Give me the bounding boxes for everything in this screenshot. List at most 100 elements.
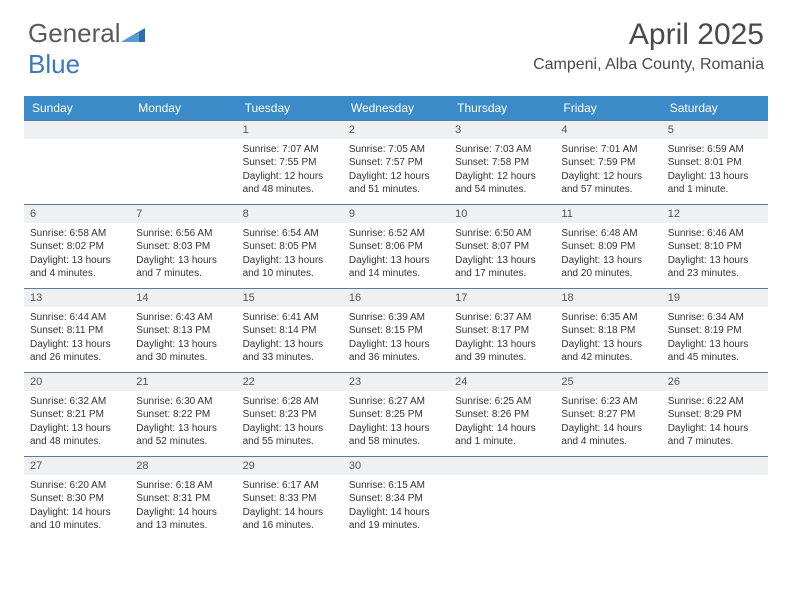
day-number: 2 — [343, 121, 449, 139]
sunrise-line: Sunrise: 6:30 AM — [136, 395, 230, 408]
day-content: Sunrise: 6:23 AMSunset: 8:27 PMDaylight:… — [555, 391, 661, 453]
calendar-day-cell: 26Sunrise: 6:22 AMSunset: 8:29 PMDayligh… — [662, 372, 768, 456]
day-content: Sunrise: 6:27 AMSunset: 8:25 PMDaylight:… — [343, 391, 449, 453]
calendar-day-cell: 20Sunrise: 6:32 AMSunset: 8:21 PMDayligh… — [24, 372, 130, 456]
daylight-line: Daylight: 12 hours and 57 minutes. — [561, 170, 655, 196]
sunset-line: Sunset: 8:19 PM — [668, 324, 762, 337]
logo-text-general: General — [28, 18, 121, 48]
sunrise-line: Sunrise: 6:58 AM — [30, 227, 124, 240]
day-content: Sunrise: 6:22 AMSunset: 8:29 PMDaylight:… — [662, 391, 768, 453]
daylight-line: Daylight: 13 hours and 30 minutes. — [136, 338, 230, 364]
daylight-line: Daylight: 14 hours and 13 minutes. — [136, 506, 230, 532]
calendar-day-cell: 15Sunrise: 6:41 AMSunset: 8:14 PMDayligh… — [237, 288, 343, 372]
calendar-empty-cell — [555, 456, 661, 540]
daylight-line: Daylight: 14 hours and 1 minute. — [455, 422, 549, 448]
sunset-line: Sunset: 8:21 PM — [30, 408, 124, 421]
day-number: 20 — [24, 373, 130, 391]
sunrise-line: Sunrise: 6:34 AM — [668, 311, 762, 324]
calendar-day-cell: 12Sunrise: 6:46 AMSunset: 8:10 PMDayligh… — [662, 204, 768, 288]
calendar-day-cell: 2Sunrise: 7:05 AMSunset: 7:57 PMDaylight… — [343, 120, 449, 204]
sunrise-line: Sunrise: 6:59 AM — [668, 143, 762, 156]
daylight-line: Daylight: 12 hours and 48 minutes. — [243, 170, 337, 196]
calendar-day-cell: 28Sunrise: 6:18 AMSunset: 8:31 PMDayligh… — [130, 456, 236, 540]
day-number: 23 — [343, 373, 449, 391]
sunset-line: Sunset: 8:07 PM — [455, 240, 549, 253]
sunset-line: Sunset: 8:05 PM — [243, 240, 337, 253]
day-content: Sunrise: 6:35 AMSunset: 8:18 PMDaylight:… — [555, 307, 661, 369]
day-content: Sunrise: 6:52 AMSunset: 8:06 PMDaylight:… — [343, 223, 449, 285]
day-number: 6 — [24, 205, 130, 223]
day-number: 12 — [662, 205, 768, 223]
calendar-empty-cell — [449, 456, 555, 540]
sunrise-line: Sunrise: 6:56 AM — [136, 227, 230, 240]
calendar-header-cell: Friday — [555, 96, 661, 120]
sunrise-line: Sunrise: 6:20 AM — [30, 479, 124, 492]
daylight-line: Daylight: 14 hours and 10 minutes. — [30, 506, 124, 532]
day-number: 4 — [555, 121, 661, 139]
calendar-day-cell: 23Sunrise: 6:27 AMSunset: 8:25 PMDayligh… — [343, 372, 449, 456]
calendar-day-cell: 16Sunrise: 6:39 AMSunset: 8:15 PMDayligh… — [343, 288, 449, 372]
calendar-day-cell: 5Sunrise: 6:59 AMSunset: 8:01 PMDaylight… — [662, 120, 768, 204]
daylight-line: Daylight: 14 hours and 16 minutes. — [243, 506, 337, 532]
sunset-line: Sunset: 8:34 PM — [349, 492, 443, 505]
day-number: 1 — [237, 121, 343, 139]
daylight-line: Daylight: 13 hours and 55 minutes. — [243, 422, 337, 448]
daylight-line: Daylight: 14 hours and 19 minutes. — [349, 506, 443, 532]
day-content: Sunrise: 6:56 AMSunset: 8:03 PMDaylight:… — [130, 223, 236, 285]
sunrise-line: Sunrise: 6:17 AM — [243, 479, 337, 492]
day-number: 9 — [343, 205, 449, 223]
day-content: Sunrise: 6:41 AMSunset: 8:14 PMDaylight:… — [237, 307, 343, 369]
calendar-header-cell: Tuesday — [237, 96, 343, 120]
sunset-line: Sunset: 7:59 PM — [561, 156, 655, 169]
sunrise-line: Sunrise: 6:23 AM — [561, 395, 655, 408]
location-text: Campeni, Alba County, Romania — [533, 56, 764, 74]
logo-text: GeneralBlue — [28, 18, 145, 80]
calendar-header-cell: Monday — [130, 96, 236, 120]
day-number: 26 — [662, 373, 768, 391]
day-content: Sunrise: 6:39 AMSunset: 8:15 PMDaylight:… — [343, 307, 449, 369]
day-number: 11 — [555, 205, 661, 223]
day-content: Sunrise: 6:30 AMSunset: 8:22 PMDaylight:… — [130, 391, 236, 453]
daylight-line: Daylight: 13 hours and 58 minutes. — [349, 422, 443, 448]
sunset-line: Sunset: 8:11 PM — [30, 324, 124, 337]
calendar-day-cell: 14Sunrise: 6:43 AMSunset: 8:13 PMDayligh… — [130, 288, 236, 372]
day-content: Sunrise: 6:54 AMSunset: 8:05 PMDaylight:… — [237, 223, 343, 285]
sunrise-line: Sunrise: 6:18 AM — [136, 479, 230, 492]
daylight-line: Daylight: 13 hours and 14 minutes. — [349, 254, 443, 280]
calendar-day-cell: 17Sunrise: 6:37 AMSunset: 8:17 PMDayligh… — [449, 288, 555, 372]
calendar-day-cell: 11Sunrise: 6:48 AMSunset: 8:09 PMDayligh… — [555, 204, 661, 288]
day-content: Sunrise: 6:34 AMSunset: 8:19 PMDaylight:… — [662, 307, 768, 369]
calendar-day-cell: 13Sunrise: 6:44 AMSunset: 8:11 PMDayligh… — [24, 288, 130, 372]
daylight-line: Daylight: 13 hours and 4 minutes. — [30, 254, 124, 280]
sunset-line: Sunset: 8:22 PM — [136, 408, 230, 421]
sunset-line: Sunset: 8:17 PM — [455, 324, 549, 337]
sunset-line: Sunset: 8:10 PM — [668, 240, 762, 253]
day-number: 27 — [24, 457, 130, 475]
calendar-body: 1Sunrise: 7:07 AMSunset: 7:55 PMDaylight… — [24, 120, 768, 540]
sunrise-line: Sunrise: 7:05 AM — [349, 143, 443, 156]
sunrise-line: Sunrise: 6:32 AM — [30, 395, 124, 408]
day-content: Sunrise: 6:46 AMSunset: 8:10 PMDaylight:… — [662, 223, 768, 285]
sunset-line: Sunset: 8:25 PM — [349, 408, 443, 421]
calendar-day-cell: 10Sunrise: 6:50 AMSunset: 8:07 PMDayligh… — [449, 204, 555, 288]
day-content: Sunrise: 6:48 AMSunset: 8:09 PMDaylight:… — [555, 223, 661, 285]
sunset-line: Sunset: 8:29 PM — [668, 408, 762, 421]
daylight-line: Daylight: 13 hours and 17 minutes. — [455, 254, 549, 280]
daylight-line: Daylight: 13 hours and 36 minutes. — [349, 338, 443, 364]
calendar-day-cell: 25Sunrise: 6:23 AMSunset: 8:27 PMDayligh… — [555, 372, 661, 456]
sunset-line: Sunset: 8:06 PM — [349, 240, 443, 253]
sunrise-line: Sunrise: 7:03 AM — [455, 143, 549, 156]
day-number: 25 — [555, 373, 661, 391]
daylight-line: Daylight: 12 hours and 54 minutes. — [455, 170, 549, 196]
calendar-header-cell: Thursday — [449, 96, 555, 120]
sunset-line: Sunset: 8:31 PM — [136, 492, 230, 505]
day-content: Sunrise: 6:18 AMSunset: 8:31 PMDaylight:… — [130, 475, 236, 537]
sunrise-line: Sunrise: 6:39 AM — [349, 311, 443, 324]
calendar-header-cell: Sunday — [24, 96, 130, 120]
sunrise-line: Sunrise: 6:46 AM — [668, 227, 762, 240]
day-number: 28 — [130, 457, 236, 475]
sunrise-line: Sunrise: 6:54 AM — [243, 227, 337, 240]
sunrise-line: Sunrise: 6:27 AM — [349, 395, 443, 408]
day-number: 29 — [237, 457, 343, 475]
day-content: Sunrise: 6:20 AMSunset: 8:30 PMDaylight:… — [24, 475, 130, 537]
